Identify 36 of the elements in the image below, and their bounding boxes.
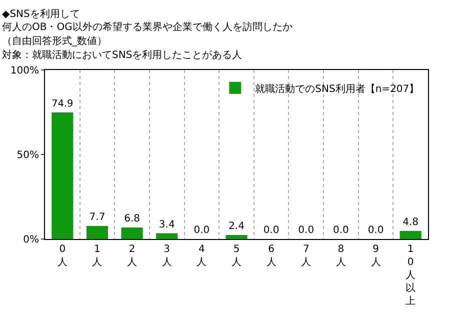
x-tick-label: 6人: [266, 244, 276, 268]
y-tick-label: 100%: [10, 66, 39, 76]
text: （自由回答形式_数値）: [2, 35, 107, 47]
x-tick-label: 0人: [57, 244, 68, 268]
data-label: 0.0: [368, 225, 384, 236]
data-label: 0.0: [194, 225, 210, 236]
y-tick-label: 0%: [23, 234, 39, 246]
bar: [121, 228, 143, 239]
data-label: 0.0: [263, 225, 280, 236]
data-label: 7.7: [89, 212, 106, 223]
bar: [400, 230, 422, 239]
bar: [226, 234, 248, 239]
x-tick-label: 7人: [301, 244, 312, 268]
y-tick-label: 50%: [16, 150, 39, 161]
bar: [86, 226, 108, 239]
x-tick-label: 5人: [232, 244, 242, 268]
data-label: 0.0: [333, 225, 349, 236]
chart-subtitle: 何人のOB・OG以外の希望する業界や企業で働く人を訪問したか: [2, 21, 292, 33]
data-label: 2.4: [228, 220, 244, 232]
x-tick-label: 10人以上: [406, 244, 416, 307]
x-tick-label: 4人: [196, 244, 207, 268]
data-label: 0.0: [298, 225, 314, 236]
data-label: 3.4: [158, 219, 175, 230]
x-tick-label: 1人: [92, 244, 102, 268]
data-label: 4.8: [402, 216, 419, 228]
x-tick-label: 8人: [336, 244, 346, 268]
x-tick-label: 3人: [162, 244, 172, 268]
legend-label: 就職活動でのSNS利用者【n=207】: [255, 82, 420, 95]
data-label: 74.9: [52, 98, 74, 110]
bar: [52, 112, 74, 239]
text: 対象：就職活動においてSNSを利用したことがある人: [2, 49, 242, 61]
chart-title: ◆SNSを利用して: [2, 8, 80, 20]
bar: [156, 233, 178, 239]
data-label: 6.8: [124, 214, 140, 225]
x-tick-label: 2人: [127, 244, 138, 268]
x-tick-label: 9人: [370, 244, 381, 268]
